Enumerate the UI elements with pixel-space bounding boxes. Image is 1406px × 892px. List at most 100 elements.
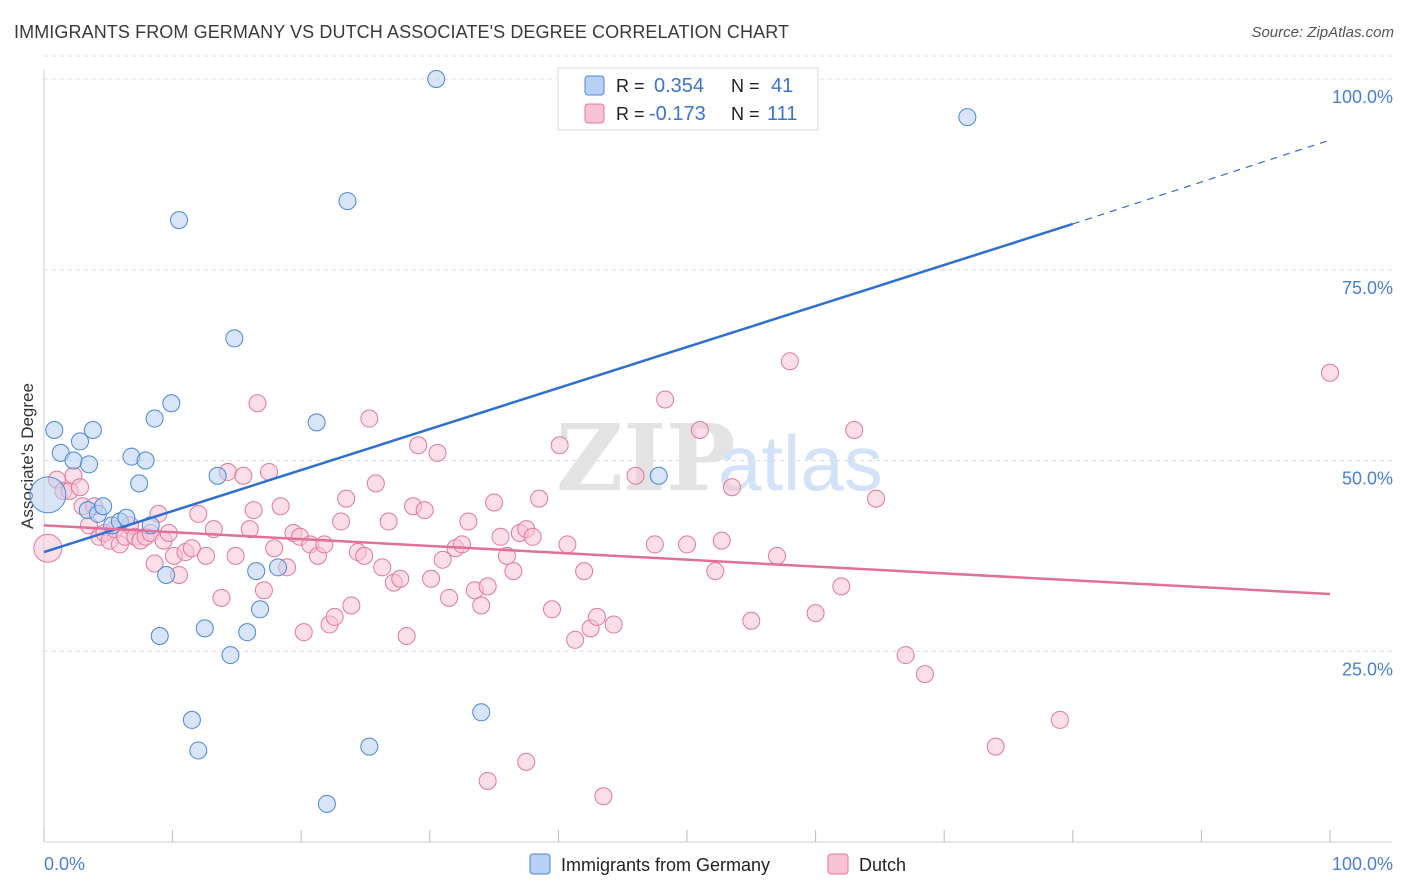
- legend-r-label: R =: [616, 104, 645, 124]
- data-point: [33, 533, 63, 563]
- data-point: [433, 550, 452, 569]
- data-point: [712, 531, 731, 550]
- data-point: [315, 535, 334, 554]
- series-immigrants-from-germany: [29, 70, 977, 813]
- axes: [43, 70, 1392, 843]
- data-point: [523, 527, 542, 546]
- data-point: [706, 562, 725, 581]
- data-point: [240, 520, 259, 539]
- source-credit: Source: ZipAtlas.com: [1251, 24, 1394, 41]
- data-point: [594, 787, 613, 806]
- data-point: [136, 451, 155, 470]
- trend-line-immigrants-from-germany: [43, 222, 1074, 554]
- data-point: [64, 451, 83, 470]
- legend-bottom-label-pink: Dutch: [859, 855, 906, 875]
- data-point: [867, 489, 886, 508]
- data-point: [845, 420, 864, 439]
- legend-n-value: 41: [771, 75, 793, 97]
- data-point: [71, 432, 90, 451]
- data-point: [157, 565, 176, 584]
- data-point: [195, 619, 214, 638]
- data-point: [294, 623, 313, 642]
- data-point: [397, 626, 416, 645]
- data-point: [307, 413, 326, 432]
- data-point: [94, 497, 113, 516]
- data-point: [366, 474, 385, 493]
- data-point: [45, 420, 64, 439]
- data-point: [491, 527, 510, 546]
- data-point: [225, 329, 244, 348]
- data-point: [566, 630, 585, 649]
- data-point: [221, 646, 240, 665]
- data-point: [170, 211, 189, 230]
- data-point: [604, 615, 623, 634]
- data-point: [422, 569, 441, 588]
- y-tick-label: 100.0%: [1332, 87, 1393, 107]
- data-point: [497, 546, 516, 565]
- data-point: [690, 420, 709, 439]
- data-point: [915, 665, 934, 684]
- data-point: [238, 623, 257, 642]
- data-point: [226, 546, 245, 565]
- data-point: [415, 501, 434, 520]
- data-point: [742, 611, 761, 630]
- data-point: [780, 352, 799, 371]
- legend-n-value: 111: [767, 103, 797, 125]
- legend-bottom-swatch-pink: [827, 853, 849, 875]
- data-point: [189, 504, 208, 523]
- data-point: [355, 546, 374, 565]
- data-point: [452, 535, 471, 554]
- x-tick-label-max: 100.0%: [1332, 854, 1393, 874]
- data-point: [379, 512, 398, 531]
- data-point: [145, 409, 164, 428]
- data-point: [271, 497, 290, 516]
- data-point: [162, 394, 181, 413]
- data-point: [1050, 710, 1069, 729]
- data-point: [806, 604, 825, 623]
- data-point: [360, 409, 379, 428]
- data-point: [234, 466, 253, 485]
- data-point: [485, 493, 504, 512]
- data-point: [269, 558, 288, 577]
- data-point: [150, 626, 169, 645]
- data-point: [247, 562, 266, 581]
- data-point: [130, 474, 149, 493]
- data-point: [197, 546, 216, 565]
- data-point: [265, 539, 284, 558]
- data-point: [459, 512, 478, 531]
- legend-r-value: 0.354: [654, 75, 704, 97]
- data-point: [626, 466, 645, 485]
- data-point: [337, 489, 356, 508]
- data-point: [472, 596, 491, 615]
- watermark-zip: ZIP: [556, 404, 735, 512]
- y-axis-tick-labels: 25.0% 50.0% 75.0% 100.0%: [1332, 87, 1393, 679]
- data-point: [472, 703, 491, 722]
- legend-n-label: N =: [731, 76, 760, 96]
- gridlines: [44, 55, 1392, 652]
- data-point: [1321, 363, 1339, 382]
- data-point: [550, 436, 569, 455]
- data-point: [332, 512, 351, 531]
- data-point: [409, 436, 428, 455]
- data-point: [427, 70, 446, 88]
- watermark: ZIP atlas: [556, 404, 883, 512]
- data-point: [645, 535, 664, 554]
- data-point: [182, 710, 201, 729]
- data-point: [958, 108, 977, 127]
- data-point: [440, 588, 459, 607]
- data-point: [896, 646, 915, 665]
- data-point: [517, 752, 536, 771]
- data-point: [360, 737, 379, 756]
- legend-bottom: Immigrants from Germany Dutch: [529, 853, 906, 875]
- data-point: [373, 558, 392, 577]
- y-tick-label: 75.0%: [1342, 278, 1393, 298]
- data-point: [542, 600, 561, 619]
- data-point: [83, 420, 102, 439]
- data-point: [478, 577, 497, 596]
- data-point: [587, 607, 606, 626]
- data-point: [80, 455, 99, 474]
- trend-line-dutch: [43, 524, 1331, 596]
- data-point: [723, 478, 742, 497]
- legend-r-label: R =: [616, 76, 645, 96]
